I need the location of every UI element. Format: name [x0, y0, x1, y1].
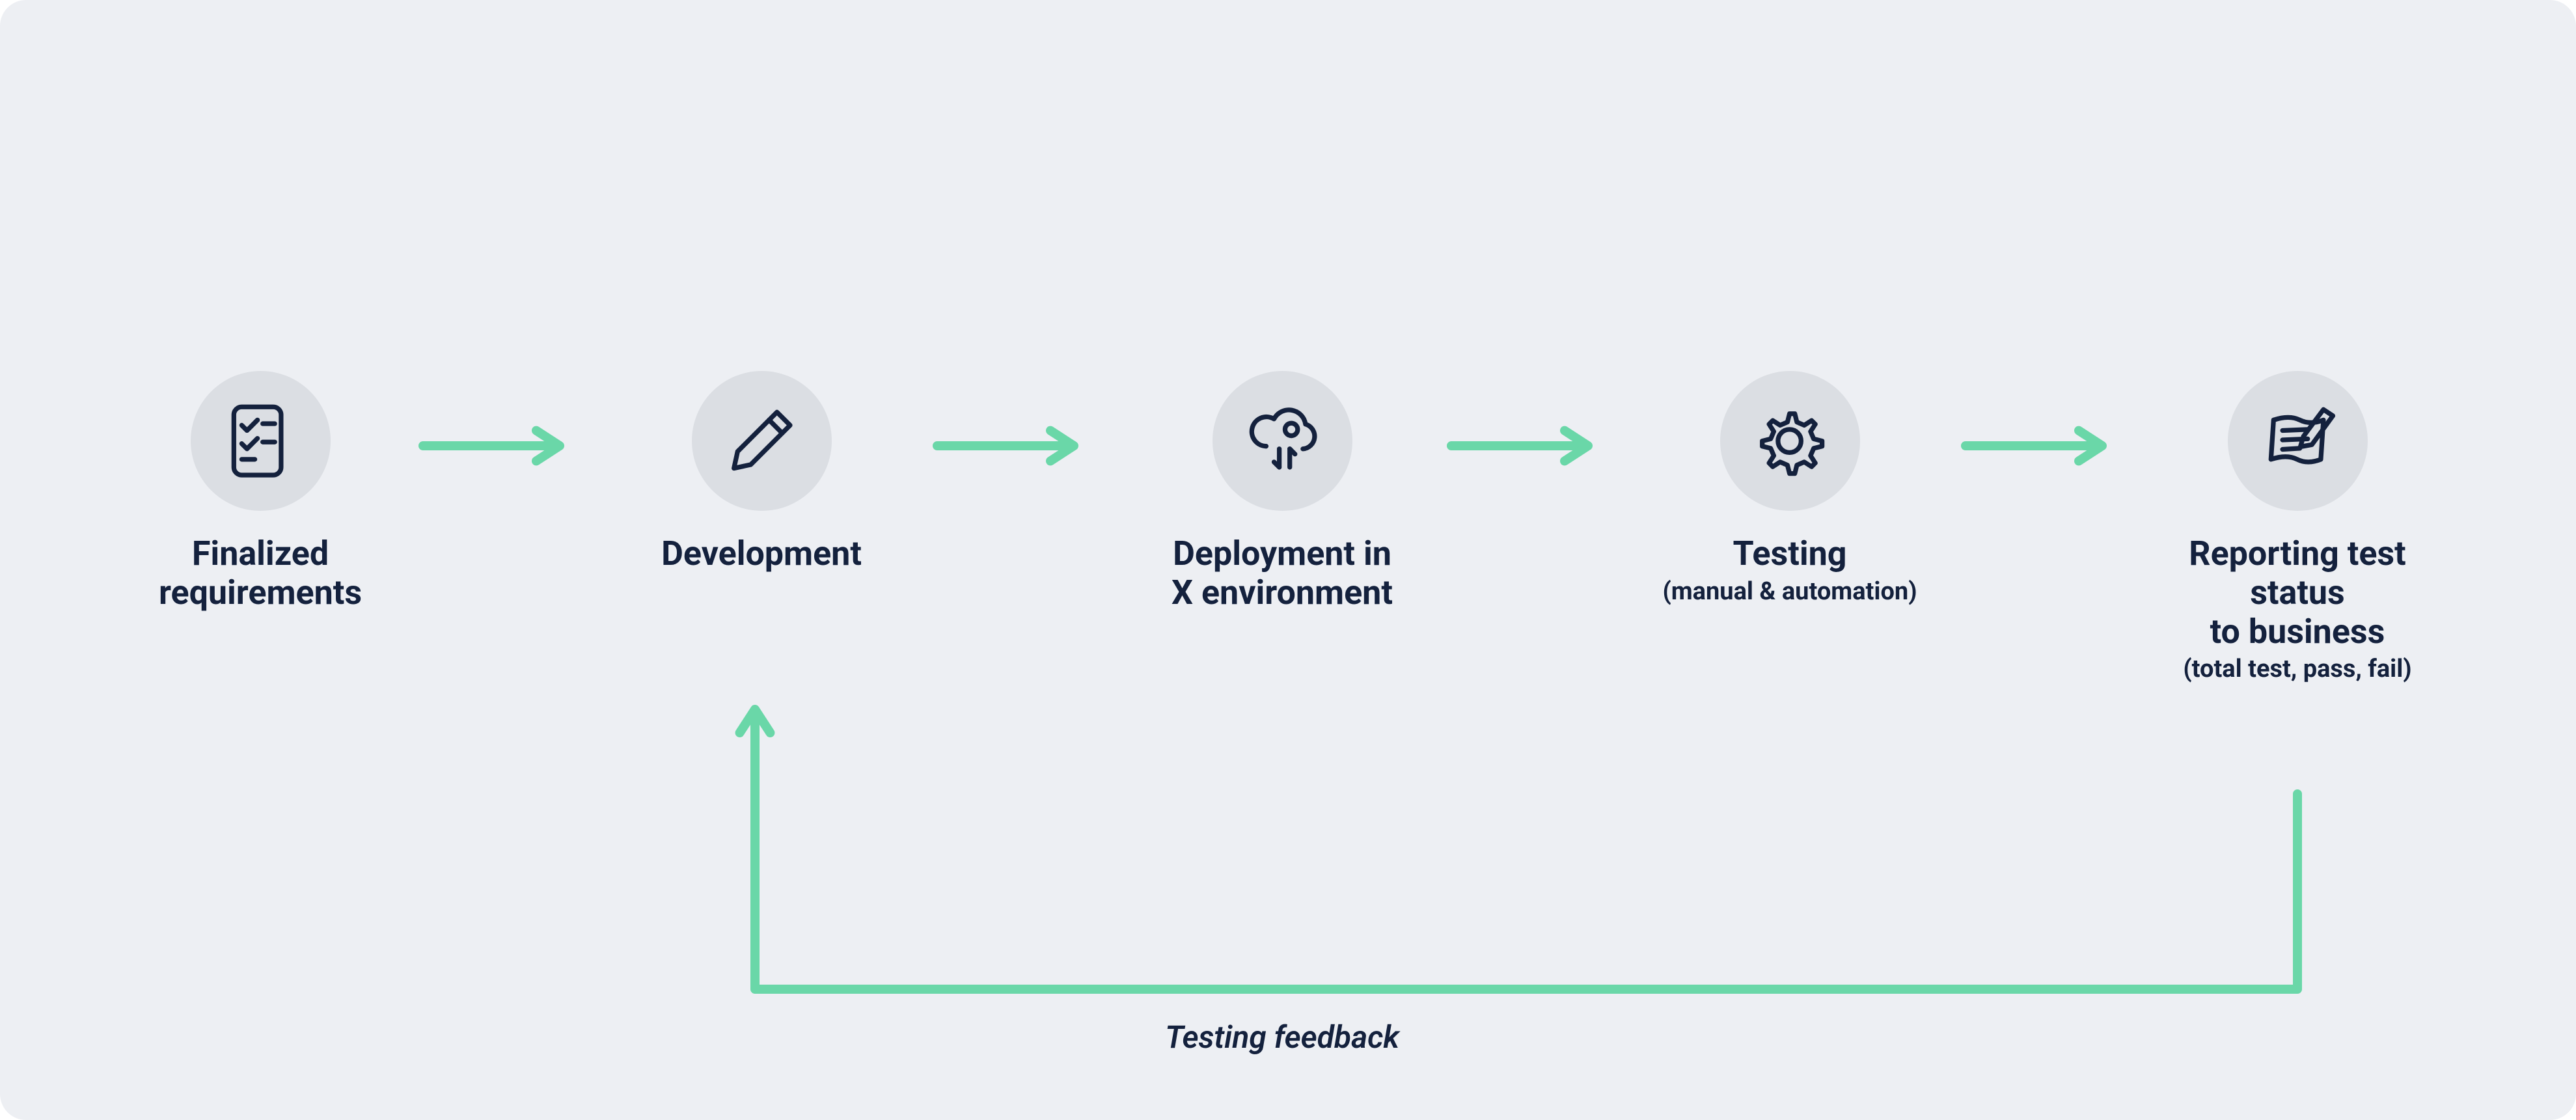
deployment-icon-circle: [1213, 371, 1352, 511]
forward-arrow-1: [918, 407, 1093, 485]
requirements-label-line-0: Finalized: [78, 534, 443, 573]
forward-arrow-2: [1432, 407, 1608, 485]
node-testing: Testing (manual & automation): [1608, 371, 1972, 607]
testing-sublabel-line-0: (manual & automation): [1608, 577, 1972, 607]
development-label-line-0: Development: [579, 534, 944, 573]
requirements-label-wrap: Finalizedrequirements: [78, 534, 443, 612]
reporting-label-line-2: to business: [2115, 612, 2480, 651]
node-development: Development: [579, 371, 944, 573]
feedback-caption: Testing feedback: [1165, 1018, 1399, 1056]
node-deployment: Deployment inX environment: [1100, 371, 1464, 612]
deployment-label-line-0: Deployment in: [1100, 534, 1464, 573]
node-reporting: Reporting teststatusto business(total te…: [2115, 371, 2480, 685]
forward-arrow-0: [404, 407, 579, 485]
testing-label-wrap: Testing (manual & automation): [1608, 534, 1972, 607]
diagram-canvas: Finalizedrequirements Development Deploy…: [0, 0, 2576, 1120]
requirements-label-line-1: requirements: [78, 573, 443, 612]
reporting-label-line-1: status: [2115, 573, 2480, 612]
requirements-icon-circle: [191, 371, 331, 511]
forward-arrow-3: [1946, 407, 2122, 485]
checklist-icon: [208, 389, 312, 493]
testing-label-line-0: Testing: [1608, 534, 1972, 573]
gear-icon: [1737, 389, 1842, 493]
pencil-icon: [709, 389, 814, 493]
development-label-wrap: Development: [579, 534, 944, 573]
deployment-label-wrap: Deployment inX environment: [1100, 534, 1464, 612]
cloud-icon: [1229, 389, 1334, 493]
development-icon-circle: [692, 371, 832, 511]
reporting-label-wrap: Reporting teststatusto business(total te…: [2115, 534, 2480, 685]
testing-icon-circle: [1720, 371, 1860, 511]
reporting-icon-circle: [2228, 371, 2368, 511]
feedback-loop-arrow: [703, 670, 2323, 1015]
reporting-label-line-0: Reporting test: [2115, 534, 2480, 573]
node-requirements: Finalizedrequirements: [78, 371, 443, 612]
deployment-label-line-1: X environment: [1100, 573, 1464, 612]
report-icon: [2245, 389, 2350, 493]
